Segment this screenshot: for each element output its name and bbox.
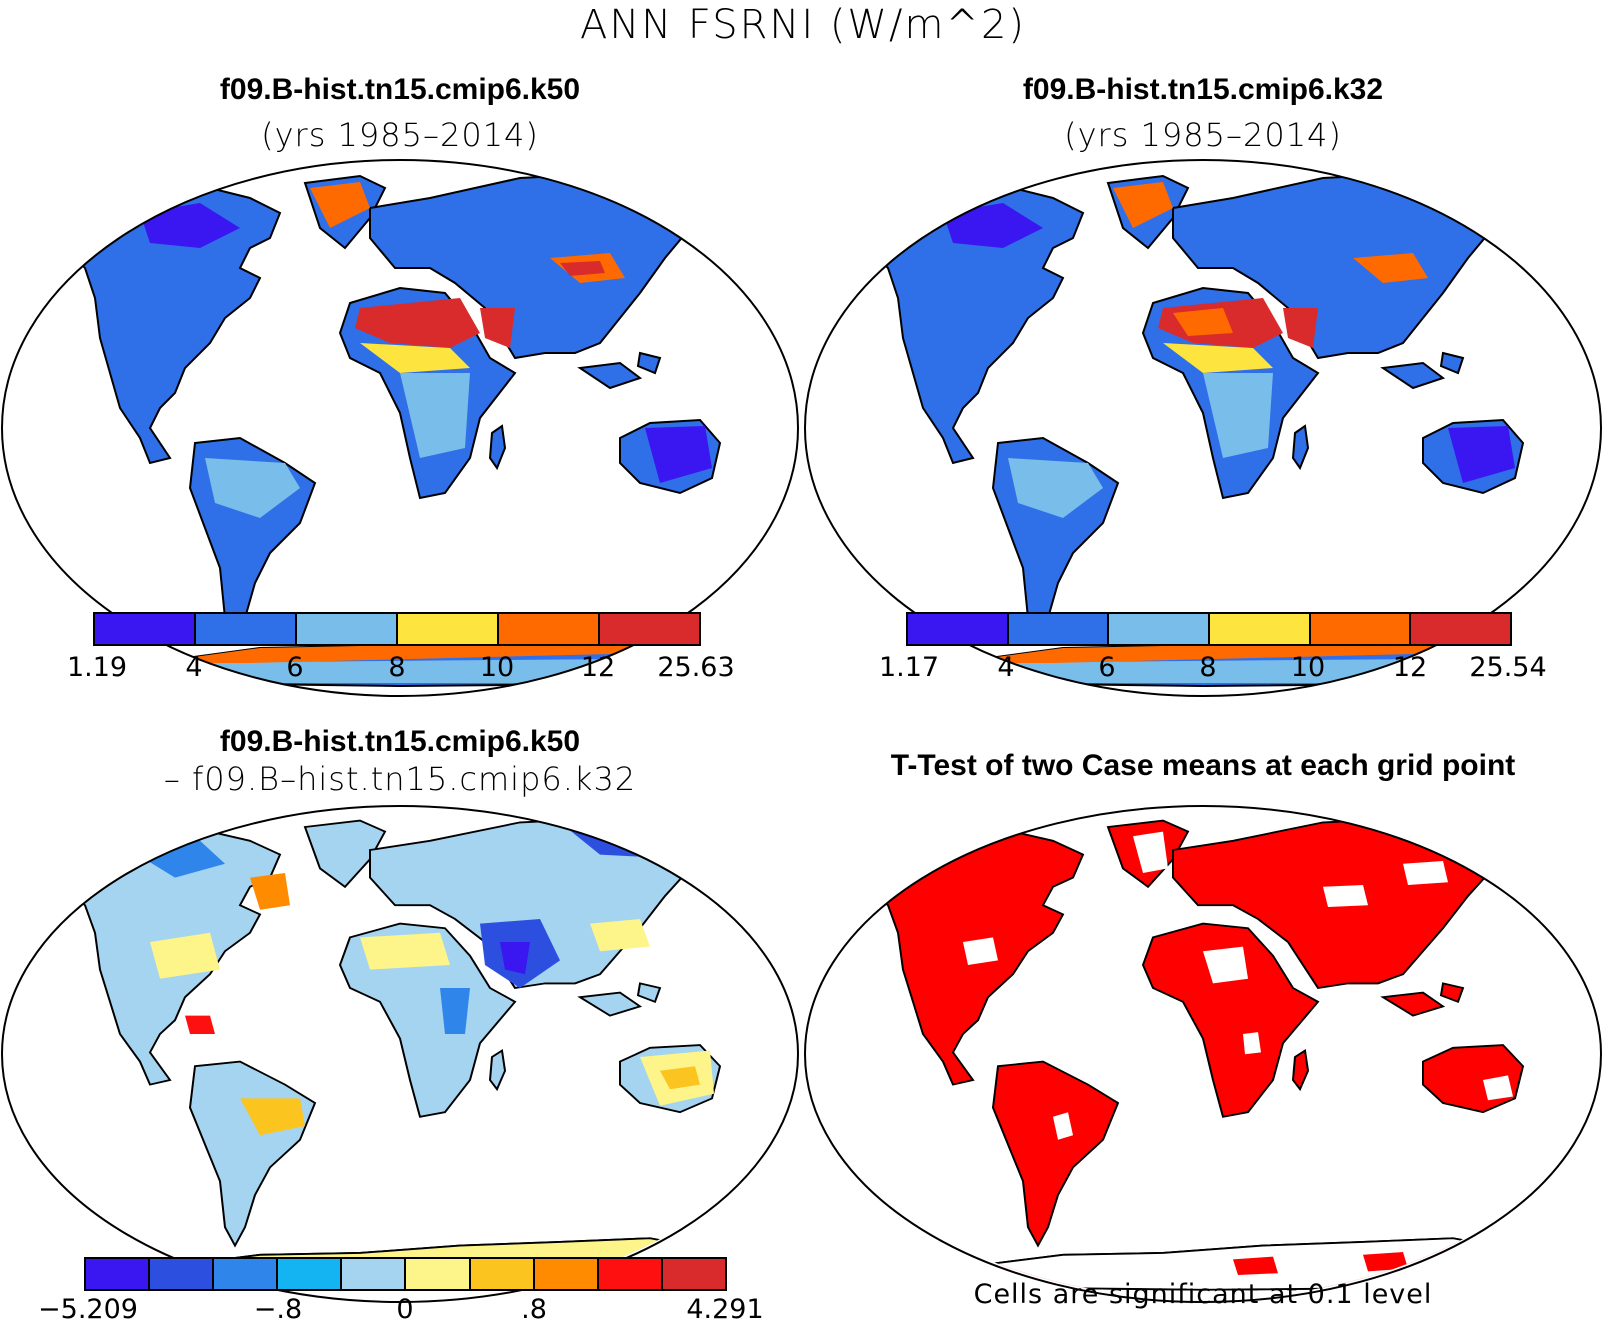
panel-title-bottom-left: f09.B-hist.tn15.cmip6.k50 [219,725,581,758]
colorbar-tick-label: 10 [479,652,515,683]
colorbar-tick-label: 1.19 [66,652,128,683]
colorbar-tick-label: 25.54 [1469,652,1547,683]
colorbar-swatch [1109,614,1211,644]
colorbar-tick-label: −5.209 [38,1294,138,1325]
panel-title-bottom-right: T-Test of two Case means at each grid po… [890,749,1516,782]
colorbar-tick-label: 4.291 [686,1294,764,1325]
significance-note: Cells are significant at 0.1 level [973,1279,1433,1310]
colorbar-swatch [406,1259,471,1289]
colorbar-swatch [470,1259,535,1289]
panel-subtitle-bottom-left: – f09.B–hist.tn15.cmip6.k32 [163,760,637,798]
map-bottom-right [804,805,1602,1303]
colorbar-swatch [908,614,1009,644]
colorbar-tick-label: 4 [185,652,203,683]
colorbar-swatch [1008,614,1110,644]
colorbar-tick-label: 1.17 [878,652,940,683]
panel-subtitle-top-right: (yrs 1985–2014) [1064,116,1342,154]
colorbar-top-right [906,612,1512,646]
colorbar-swatch [662,1259,725,1289]
colorbar-swatch [342,1259,407,1289]
colorbar-swatch [95,614,196,644]
colorbar-top-left [93,612,701,646]
colorbar-swatch [598,1259,663,1289]
colorbar-swatch [1310,614,1412,644]
colorbar-swatch [150,1259,215,1289]
panel-title-top-right: f09.B-hist.tn15.cmip6.k32 [1022,73,1384,106]
colorbar-swatch [534,1259,599,1289]
colorbar-swatch [214,1259,279,1289]
colorbar-tick-label: 6 [286,652,304,683]
colorbar-tick-label: 0 [396,1294,414,1325]
colorbar-swatch [86,1259,151,1289]
colorbar-swatch [600,614,699,644]
colorbar-swatch [499,614,600,644]
colorbar-tick-label: 6 [1098,652,1116,683]
colorbar-tick-label: 10 [1290,652,1326,683]
main-title: ANN FSRNI (W/m^2) [579,2,1026,48]
colorbar-tick-label: 4 [997,652,1015,683]
map-top-left [1,159,799,697]
colorbar-bottom-left [84,1257,727,1291]
colorbar-tick-label: −.8 [253,1294,303,1325]
colorbar-tick-label: 12 [580,652,616,683]
panel-subtitle-top-left: (yrs 1985–2014) [261,116,539,154]
panel-title-top-left: f09.B-hist.tn15.cmip6.k50 [219,73,581,106]
colorbar-swatch [278,1259,343,1289]
map-bottom-left [1,805,799,1303]
colorbar-tick-label: 25.63 [657,652,735,683]
colorbar-tick-label: 8 [388,652,406,683]
colorbar-swatch [398,614,499,644]
map-top-right [804,159,1602,697]
colorbar-tick-label: 12 [1392,652,1428,683]
colorbar-swatch [196,614,297,644]
colorbar-swatch [1411,614,1511,644]
colorbar-swatch [297,614,398,644]
colorbar-swatch [1210,614,1311,644]
colorbar-tick-label: 8 [1199,652,1217,683]
colorbar-tick-label: .8 [521,1294,547,1325]
